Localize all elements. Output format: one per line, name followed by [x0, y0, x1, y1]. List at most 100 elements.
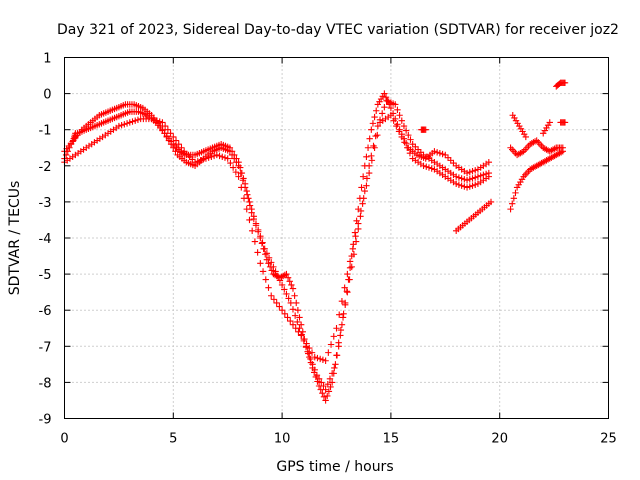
data-point — [283, 290, 290, 298]
data-point — [371, 144, 378, 151]
data-point — [118, 121, 125, 129]
data-point — [273, 299, 280, 307]
data-point — [167, 130, 174, 137]
data-point — [333, 325, 340, 332]
data-point — [359, 200, 366, 207]
data-point — [485, 173, 493, 180]
data-point — [393, 122, 400, 130]
data-point — [248, 227, 256, 234]
data-point — [337, 332, 344, 339]
data-point — [153, 117, 161, 124]
data-point — [390, 117, 397, 124]
data-point — [311, 366, 318, 373]
data-point — [235, 173, 242, 180]
data-point — [303, 340, 310, 347]
chart-title: Day 321 of 2023, Sidereal Day-to-day VTE… — [57, 22, 619, 38]
data-point — [469, 168, 476, 175]
data-point — [293, 299, 300, 307]
data-point — [268, 292, 275, 299]
data-point — [463, 184, 471, 191]
data-point — [512, 189, 519, 197]
data-point — [320, 382, 327, 390]
data-point — [291, 292, 298, 299]
data-point — [216, 152, 223, 160]
data-point — [425, 164, 433, 171]
data-point — [265, 254, 273, 262]
data-point — [172, 148, 179, 155]
data-point — [126, 119, 133, 126]
data-point — [313, 371, 321, 379]
x-tick-label: 0 — [60, 432, 68, 447]
data-point — [167, 140, 175, 148]
data-point — [561, 119, 569, 126]
data-point — [297, 321, 305, 328]
data-point — [208, 153, 215, 160]
data-point — [405, 131, 412, 139]
data-point — [466, 176, 473, 183]
data-point — [325, 349, 332, 356]
data-point — [229, 164, 237, 171]
data-point — [156, 118, 163, 125]
data-point — [428, 165, 435, 172]
data-point — [186, 153, 193, 160]
data-point — [265, 284, 272, 291]
data-point — [455, 181, 463, 188]
y-tick-label: -8 — [39, 376, 52, 391]
data-point — [452, 173, 460, 180]
data-point — [254, 226, 262, 234]
data-point — [346, 258, 354, 265]
data-point — [224, 155, 231, 162]
data-point — [480, 171, 487, 179]
data-point — [306, 344, 313, 352]
data-point — [161, 122, 169, 130]
data-point — [180, 148, 188, 155]
data-point — [307, 355, 314, 363]
data-point — [398, 133, 405, 141]
data-point — [294, 318, 301, 326]
data-point — [289, 285, 297, 292]
data-point — [358, 184, 365, 191]
data-point — [284, 274, 292, 281]
data-point — [423, 163, 430, 170]
data-point — [402, 127, 410, 134]
data-point — [285, 295, 292, 302]
data-point — [444, 154, 452, 161]
data-point — [194, 158, 201, 165]
data-point — [472, 167, 479, 174]
data-point — [134, 116, 142, 123]
data-point — [121, 121, 128, 128]
data-point — [259, 239, 266, 246]
data-point — [461, 183, 468, 190]
data-point — [412, 143, 419, 151]
data-point — [316, 355, 324, 363]
data-point — [205, 154, 212, 161]
y-tick-label: -2 — [39, 160, 52, 175]
y-tick-label: -4 — [39, 232, 52, 247]
data-point — [178, 144, 185, 151]
data-point — [226, 148, 234, 155]
y-tick-label: -9 — [39, 413, 52, 428]
data-point — [328, 379, 336, 386]
data-point — [159, 126, 166, 133]
data-point — [319, 390, 326, 397]
data-point — [295, 328, 302, 336]
data-point — [270, 296, 278, 303]
data-point — [239, 177, 247, 184]
data-point — [326, 375, 334, 382]
x-axis-title: GPS time / hours — [276, 459, 393, 475]
data-point — [257, 260, 264, 267]
data-point — [200, 156, 207, 163]
data-point — [414, 146, 422, 153]
data-point — [522, 133, 530, 141]
data-point — [265, 260, 272, 267]
x-tick-label: 10 — [274, 432, 291, 447]
x-tick-label: 15 — [383, 432, 400, 447]
data-point — [344, 270, 351, 278]
data-point — [333, 352, 340, 359]
data-point — [401, 139, 408, 146]
data-point — [210, 152, 218, 160]
data-point — [463, 169, 471, 177]
data-point — [469, 175, 476, 182]
data-point — [352, 238, 360, 245]
data-point — [378, 110, 386, 117]
